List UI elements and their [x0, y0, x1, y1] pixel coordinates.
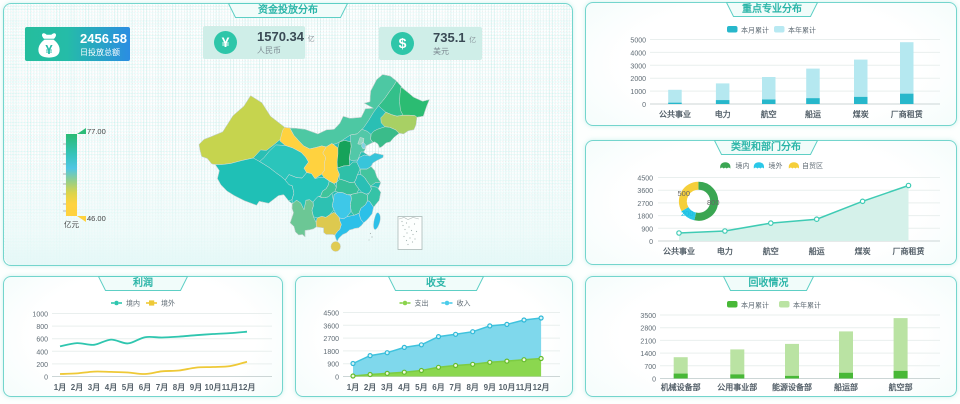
- svg-text:2700: 2700: [637, 201, 653, 208]
- svg-text:本年累计: 本年累计: [793, 301, 821, 310]
- svg-text:800: 800: [707, 198, 720, 207]
- svg-text:200: 200: [681, 209, 694, 218]
- svg-text:2700: 2700: [323, 336, 339, 343]
- svg-text:500: 500: [677, 189, 690, 198]
- svg-text:5月: 5月: [122, 383, 134, 392]
- svg-text:700: 700: [644, 364, 656, 371]
- svg-text:3月: 3月: [381, 383, 393, 392]
- svg-text:4000: 4000: [630, 50, 646, 57]
- svg-text:900: 900: [327, 362, 339, 369]
- svg-text:电力: 电力: [715, 109, 731, 119]
- svg-text:1月: 1月: [54, 383, 66, 392]
- svg-text:7月: 7月: [449, 383, 461, 392]
- svg-text:能源设备部: 能源设备部: [772, 382, 812, 392]
- svg-text:11月: 11月: [222, 383, 238, 392]
- svg-text:9月: 9月: [190, 383, 202, 392]
- svg-text:4月: 4月: [105, 383, 117, 392]
- svg-text:厂商租赁: 厂商租赁: [893, 246, 925, 256]
- svg-text:600: 600: [36, 337, 48, 344]
- svg-text:厂商租赁: 厂商租赁: [891, 109, 923, 119]
- svg-text:11月: 11月: [516, 383, 532, 392]
- svg-text:2月: 2月: [71, 383, 83, 392]
- svg-text:境外: 境外: [769, 161, 783, 170]
- svg-text:1800: 1800: [637, 214, 653, 221]
- svg-text:12月: 12月: [239, 383, 256, 392]
- svg-text:7月: 7月: [156, 383, 168, 392]
- svg-text:0: 0: [652, 377, 656, 384]
- svg-text:航空: 航空: [763, 246, 779, 256]
- svg-text:自贸区: 自贸区: [802, 161, 823, 170]
- svg-text:船运部: 船运部: [834, 382, 858, 392]
- svg-text:900: 900: [641, 226, 653, 233]
- svg-text:公用事业部: 公用事业部: [717, 382, 757, 392]
- svg-text:5月: 5月: [415, 383, 427, 392]
- svg-text:公共事业: 公共事业: [663, 246, 695, 256]
- svg-text:0: 0: [642, 102, 646, 109]
- svg-text:12月: 12月: [533, 383, 550, 392]
- svg-text:46.00: 46.00: [87, 214, 106, 223]
- svg-text:本月累计: 本月累计: [741, 301, 769, 310]
- svg-text:9月: 9月: [484, 383, 496, 392]
- svg-text:3600: 3600: [323, 323, 339, 330]
- svg-text:¥: ¥: [45, 42, 53, 57]
- svg-text:境外: 境外: [161, 299, 175, 308]
- svg-text:3500: 3500: [640, 313, 656, 320]
- svg-text:煤炭: 煤炭: [855, 246, 871, 256]
- svg-text:5000: 5000: [630, 38, 646, 45]
- svg-text:4月: 4月: [398, 383, 410, 392]
- svg-text:亿元: 亿元: [64, 219, 79, 229]
- svg-text:3000: 3000: [630, 63, 646, 70]
- svg-text:2000: 2000: [630, 76, 646, 83]
- svg-text:6月: 6月: [139, 383, 151, 392]
- svg-text:1月: 1月: [347, 383, 359, 392]
- svg-text:1000: 1000: [32, 312, 48, 319]
- svg-text:3600: 3600: [637, 188, 653, 195]
- svg-text:2100: 2100: [640, 338, 656, 345]
- svg-text:电力: 电力: [717, 246, 733, 256]
- svg-text:境内: 境内: [736, 161, 750, 170]
- svg-text:10月: 10月: [205, 383, 222, 392]
- svg-text:船运: 船运: [809, 246, 825, 256]
- svg-text:1400: 1400: [640, 351, 656, 358]
- svg-text:400: 400: [36, 349, 48, 356]
- svg-text:航空部: 航空部: [889, 382, 913, 392]
- svg-text:1800: 1800: [323, 349, 339, 356]
- svg-text:收入: 收入: [457, 299, 471, 308]
- svg-text:2800: 2800: [640, 326, 656, 333]
- svg-text:船运: 船运: [805, 109, 821, 119]
- svg-text:境内: 境内: [126, 299, 140, 308]
- svg-text:4500: 4500: [323, 311, 339, 318]
- svg-text:0: 0: [44, 375, 48, 382]
- svg-text:6月: 6月: [432, 383, 444, 392]
- svg-text:8月: 8月: [173, 383, 185, 392]
- svg-text:3月: 3月: [88, 383, 100, 392]
- svg-text:77.00: 77.00: [87, 127, 106, 136]
- svg-text:8月: 8月: [466, 383, 478, 392]
- svg-text:航空: 航空: [761, 109, 777, 119]
- svg-text:本年累计: 本年累计: [788, 26, 816, 35]
- svg-text:公共事业: 公共事业: [659, 109, 691, 119]
- svg-text:煤炭: 煤炭: [853, 109, 869, 119]
- svg-text:0: 0: [649, 239, 653, 246]
- svg-text:2月: 2月: [364, 383, 376, 392]
- svg-text:4500: 4500: [637, 176, 653, 183]
- svg-text:本月累计: 本月累计: [741, 26, 769, 35]
- svg-text:支出: 支出: [415, 299, 429, 308]
- svg-text:1000: 1000: [630, 89, 646, 96]
- svg-text:机械设备部: 机械设备部: [661, 382, 701, 392]
- svg-text:10月: 10月: [498, 383, 515, 392]
- svg-text:200: 200: [36, 362, 48, 369]
- svg-text:0: 0: [335, 375, 339, 382]
- svg-text:800: 800: [36, 324, 48, 331]
